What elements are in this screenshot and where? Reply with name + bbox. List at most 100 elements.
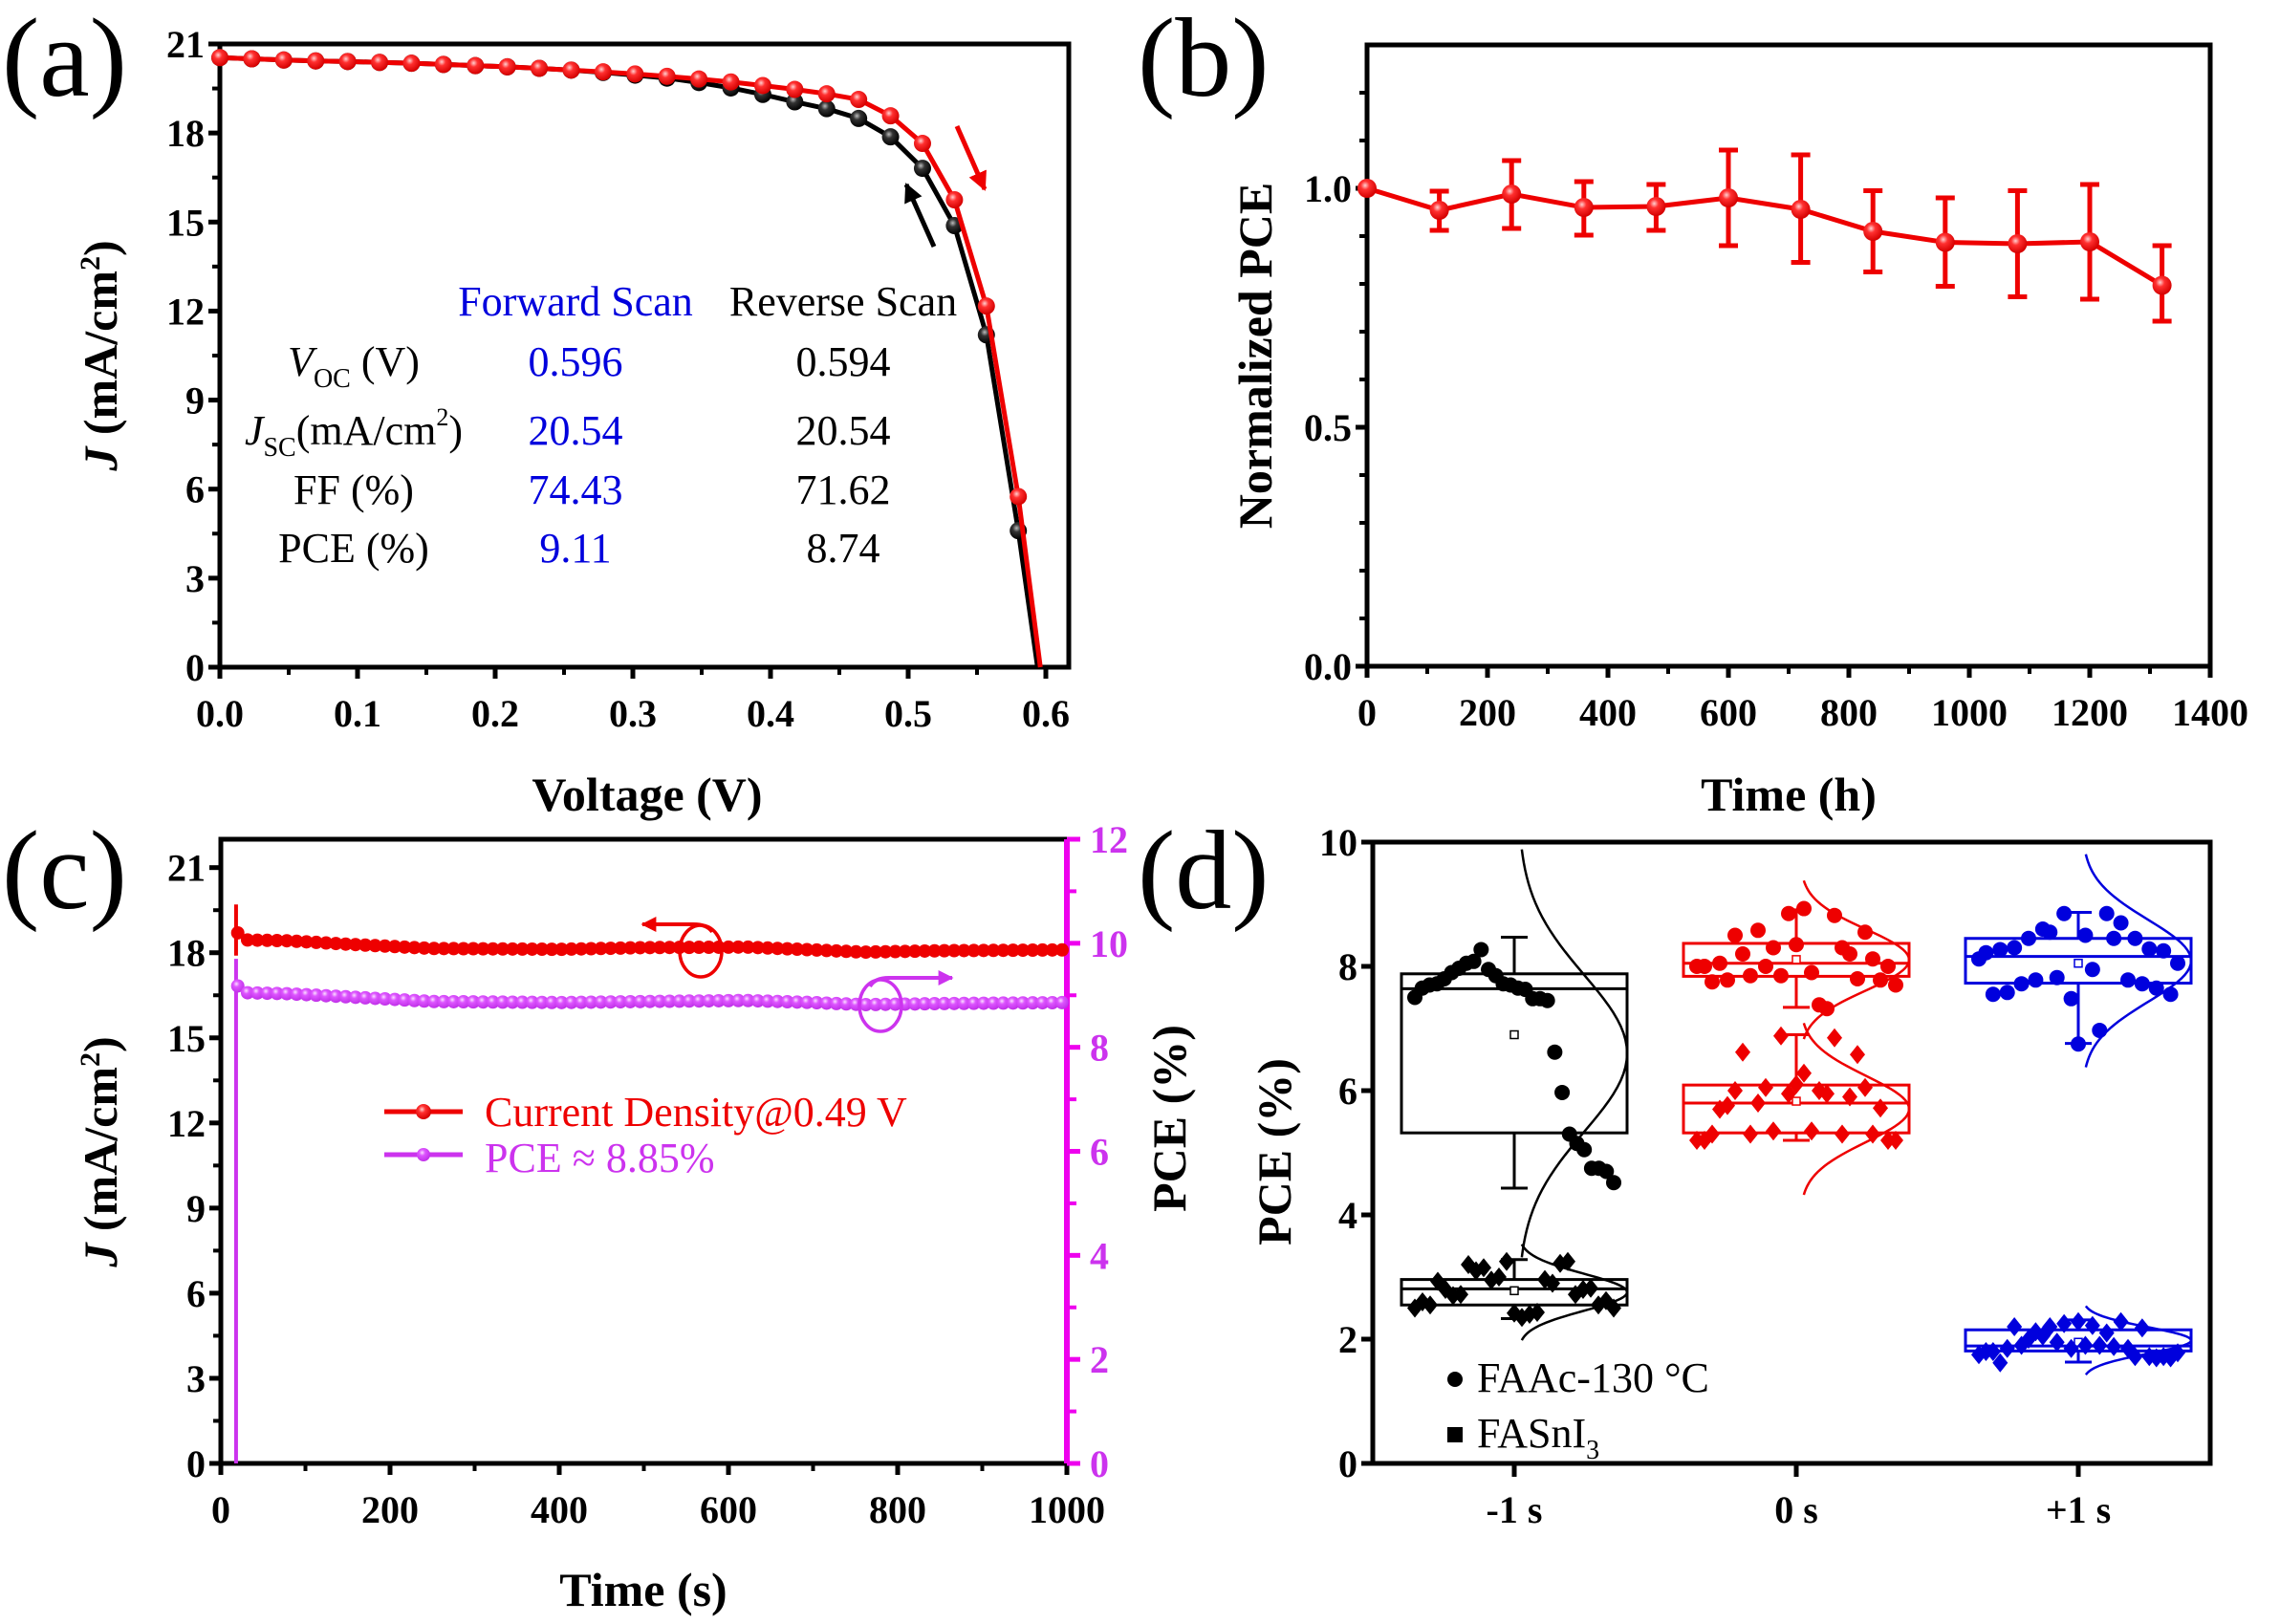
pce-point [741,993,755,1007]
current-density-point [642,941,657,955]
data-point-circle [1804,964,1819,981]
current-density-point [633,941,647,955]
data-point-diamond [2042,1317,2058,1336]
current-density-point [722,940,735,954]
current-density-point [741,940,755,954]
panel-c-ylabel: J (mA/cm2) [74,1036,127,1267]
data-point-diamond [2092,1335,2108,1355]
pce-point [731,993,746,1007]
table-row-voc-label: VOC (V) [288,338,420,394]
panel-a-axes: 0 3 6 9 12 15 18 21 0.0 0.1 0.2 0.3 0.4 0.5 0.6 [166,23,1072,735]
data-point-circle [1547,1044,1563,1060]
pce-point [240,985,254,1000]
ylabel-unit: (mA/cm [74,271,127,447]
box-group [1682,1023,1911,1196]
pce-point [722,993,735,1007]
pce-point [456,995,470,1009]
data-point-diamond [1835,1124,1850,1144]
pce-point [417,994,431,1008]
current-density-point [888,944,902,959]
current-density-point [270,934,284,948]
data-point-circle [2013,976,2030,992]
data-point-circle [2077,927,2094,943]
current-density-point [839,944,854,959]
pce-point [467,995,481,1009]
data-point-diamond [1857,1077,1873,1097]
reverse-scan-arrow [903,183,937,249]
pce-point [387,992,402,1007]
data-point-circle [1473,942,1489,958]
pce-point [476,995,490,1009]
pce-point [554,995,569,1009]
forward-scan-point [498,57,516,76]
pce-point [299,987,314,1002]
normalized-pce-point [1574,198,1594,217]
normalized-pce-point [1429,201,1449,220]
data-point-circle [1466,953,1482,969]
right-y-tick-label: 2 [1090,1338,1109,1381]
pce-point [682,994,696,1008]
table-row-pce-reverse: 8.74 [807,525,880,572]
forward-scan-point [1010,487,1028,506]
current-density-point [1035,942,1050,957]
pce-point [868,997,882,1011]
data-point-diamond [1606,1298,1621,1318]
jsc-unit: (mA/cm [296,407,437,454]
panel-a-plot-area [211,49,1043,668]
x-tick-label: 0.2 [471,692,519,735]
forward-scan-point [850,91,868,109]
x-tick-label: 0.5 [884,692,932,735]
x-tick-label: 200 [361,1488,419,1531]
data-point-diamond [1705,1124,1720,1144]
pce-point [398,993,412,1007]
axes-frame [1370,839,2213,1466]
right-y-tick-label: 4 [1090,1234,1109,1277]
data-point-circle [1985,986,2001,1003]
current-density-point [858,945,873,960]
pce-point [771,994,785,1008]
pce-point [515,995,530,1009]
normalized-pce-point [1502,184,1522,204]
right-y-tick-label: 6 [1090,1131,1109,1174]
x-tick-label: 800 [869,1488,926,1531]
pce-point [280,986,294,1001]
normalized-pce-point [1357,179,1377,198]
current-density-point [564,942,578,956]
data-point-circle [1697,959,1712,974]
current-density-point [398,940,412,954]
ylabel-j: J [74,445,127,472]
panel-c-ylabel-right: PCE (%) [1142,1025,1196,1212]
voc-v: V [288,338,318,385]
current-density-point [515,942,530,956]
y-tick-label: 6 [186,1272,206,1315]
normalized-pce-point [1863,222,1883,241]
data-point-diamond [1530,1303,1545,1323]
current-density-point [329,937,343,951]
pce-point [976,996,990,1010]
data-point-circle [1873,972,1888,988]
y-tick-label: 1.0 [1304,167,1352,210]
pce-point [437,994,451,1008]
current-density-point [1045,942,1059,957]
x-tick-label: 600 [700,1488,757,1531]
data-point-circle [1880,959,1896,974]
x-tick-label: 0.1 [334,692,381,735]
forward-scan-point [913,135,931,153]
box-group [1400,849,1629,1258]
data-point-diamond [1766,1121,1781,1141]
pce-point [495,995,510,1009]
current-density-point [927,943,942,958]
panel-d-plot-area [1400,849,2193,1375]
pce-point [927,997,942,1011]
y-tick-label: 21 [167,847,206,890]
data-point-circle [1857,924,1873,941]
pce-point [407,993,422,1007]
fasni3-sub: 3 [1586,1436,1599,1465]
pce-point [584,995,598,1009]
panel-d-ylabel: PCE (%) [1248,1058,1301,1245]
current-density-point [790,942,804,957]
current-density-point [947,943,962,958]
current-density-point [702,941,716,955]
current-density-point [976,943,990,958]
